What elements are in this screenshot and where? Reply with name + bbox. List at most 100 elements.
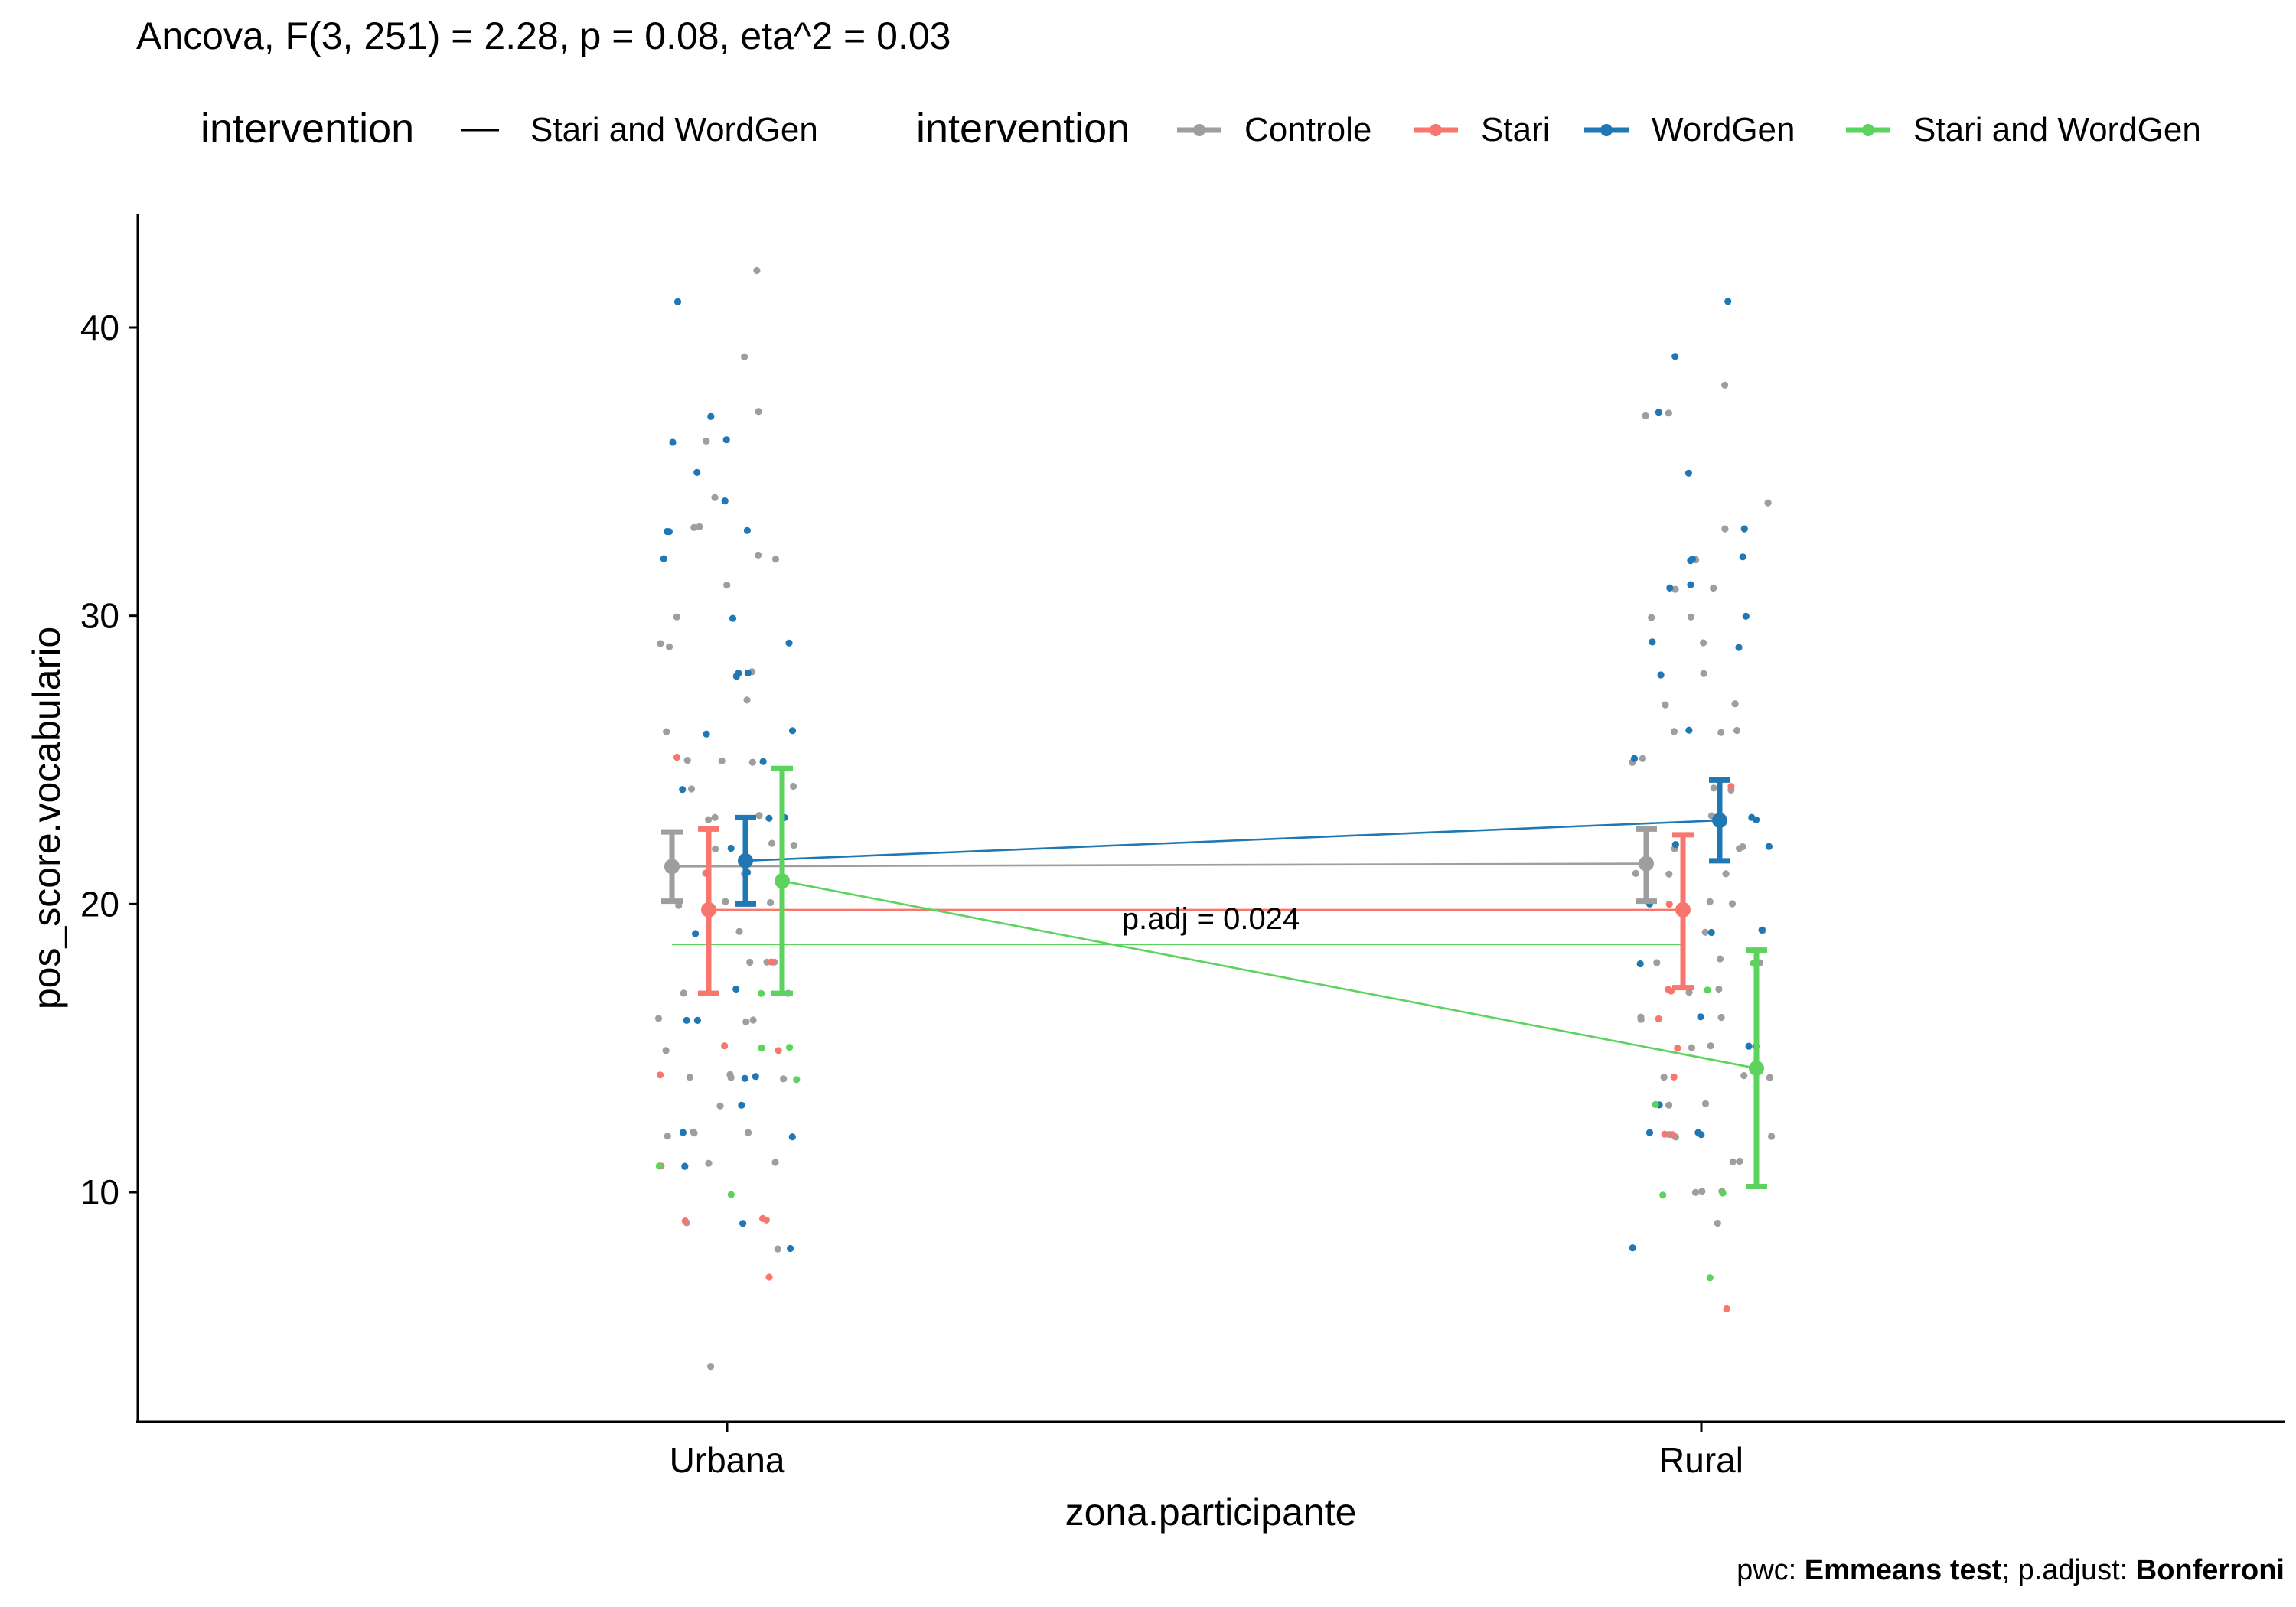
legend-points-title: intervention [916, 106, 1130, 152]
data-point [1729, 1158, 1737, 1165]
data-point [1706, 1274, 1714, 1282]
data-point [703, 730, 710, 738]
data-point [1671, 353, 1679, 360]
data-point [665, 643, 673, 650]
mean-point [1712, 813, 1727, 829]
data-point [748, 758, 756, 766]
data-point [765, 814, 773, 822]
data-point [786, 1044, 794, 1051]
data-point [681, 1162, 689, 1170]
data-point [705, 1159, 713, 1167]
mean-point [775, 873, 790, 889]
data-point [1739, 553, 1746, 561]
data-point [1728, 900, 1737, 908]
data-point [1700, 639, 1707, 647]
data-point [1742, 612, 1750, 620]
mean-line [745, 819, 1720, 862]
data-point [1688, 1044, 1695, 1051]
data-point [739, 1220, 747, 1227]
data-point [771, 556, 780, 563]
data-point [707, 412, 715, 420]
significance-annotation: p.adj = 0.024 [672, 902, 1683, 946]
legend: intervention Stari and WordGen intervent… [201, 106, 2201, 152]
y-tick-label: 10 [80, 1172, 119, 1212]
data-point [687, 785, 696, 793]
data-point [1685, 726, 1693, 734]
data-point [722, 898, 729, 905]
data-point [1665, 870, 1673, 878]
data-point [1758, 926, 1766, 934]
data-point [1740, 525, 1748, 533]
data-point [660, 555, 667, 562]
legend-label: Stari and WordGen [1913, 111, 2201, 148]
data-point [1710, 784, 1717, 792]
data-point [692, 930, 700, 937]
data-point [1629, 1244, 1636, 1252]
data-point [785, 639, 793, 647]
data-point [1661, 1130, 1668, 1138]
legend-label: WordGen [1652, 111, 1795, 148]
legend-line-label: Stari and WordGen [530, 111, 818, 148]
mean-point [1639, 856, 1654, 872]
data-point [793, 1076, 801, 1084]
data-point [1706, 898, 1714, 905]
legend-key-dot [1430, 124, 1442, 136]
data-point [788, 727, 797, 735]
y-axis-title: pos_score.vocabulario [25, 627, 68, 1009]
data-point [768, 958, 775, 966]
data-point [1659, 1191, 1667, 1199]
data-point [790, 782, 797, 790]
data-point [718, 757, 726, 765]
data-point [1716, 955, 1724, 963]
data-point [1715, 985, 1723, 993]
data-point [1687, 581, 1694, 588]
legend-key-dot [1862, 124, 1874, 136]
data-point [775, 1047, 782, 1054]
caption: pwc: Emmeans test; p.adjust: Bonferroni [1737, 1554, 2285, 1586]
data-point [774, 1245, 781, 1253]
data-point [690, 523, 698, 531]
data-point [755, 812, 763, 820]
error-bars [661, 765, 1767, 1189]
data-point [686, 1074, 693, 1081]
data-point [1655, 1015, 1662, 1022]
data-point [681, 1217, 689, 1225]
data-point [683, 757, 691, 764]
data-point [1665, 409, 1672, 417]
data-point [1727, 783, 1735, 790]
data-point [711, 813, 719, 821]
data-point [727, 1191, 735, 1198]
data-point [1685, 989, 1693, 996]
data-point [1714, 1219, 1721, 1227]
data-point [1639, 755, 1646, 762]
data-point [1665, 1101, 1673, 1109]
data-point [716, 1102, 724, 1110]
data-point [727, 844, 735, 852]
data-point [1766, 1074, 1773, 1081]
data-point [1740, 1072, 1748, 1080]
data-point [1733, 726, 1741, 735]
data-point [1707, 928, 1715, 937]
data-point [1636, 960, 1644, 968]
data-point [742, 1018, 750, 1025]
caption-middle: ; p.adjust: [2001, 1554, 2135, 1586]
data-point [690, 1129, 698, 1137]
data-point [741, 1074, 748, 1082]
legend-key-dot [1600, 124, 1613, 136]
data-point [753, 266, 761, 275]
data-point [1666, 584, 1674, 592]
data-point [693, 1016, 702, 1024]
data-point [696, 523, 703, 530]
mean-line [781, 879, 1757, 1070]
data-point [673, 753, 681, 761]
data-point [1701, 1100, 1710, 1107]
data-point [1736, 845, 1743, 852]
data-point [705, 816, 713, 823]
data-point [1655, 409, 1662, 416]
data-point [780, 1075, 788, 1083]
data-point [1731, 700, 1739, 708]
legend-point-entries: Controle Stari WordGen Stari and WordGen [1177, 111, 2201, 148]
data-point [752, 1073, 759, 1081]
data-point [1662, 701, 1669, 709]
data-point [1632, 869, 1639, 877]
